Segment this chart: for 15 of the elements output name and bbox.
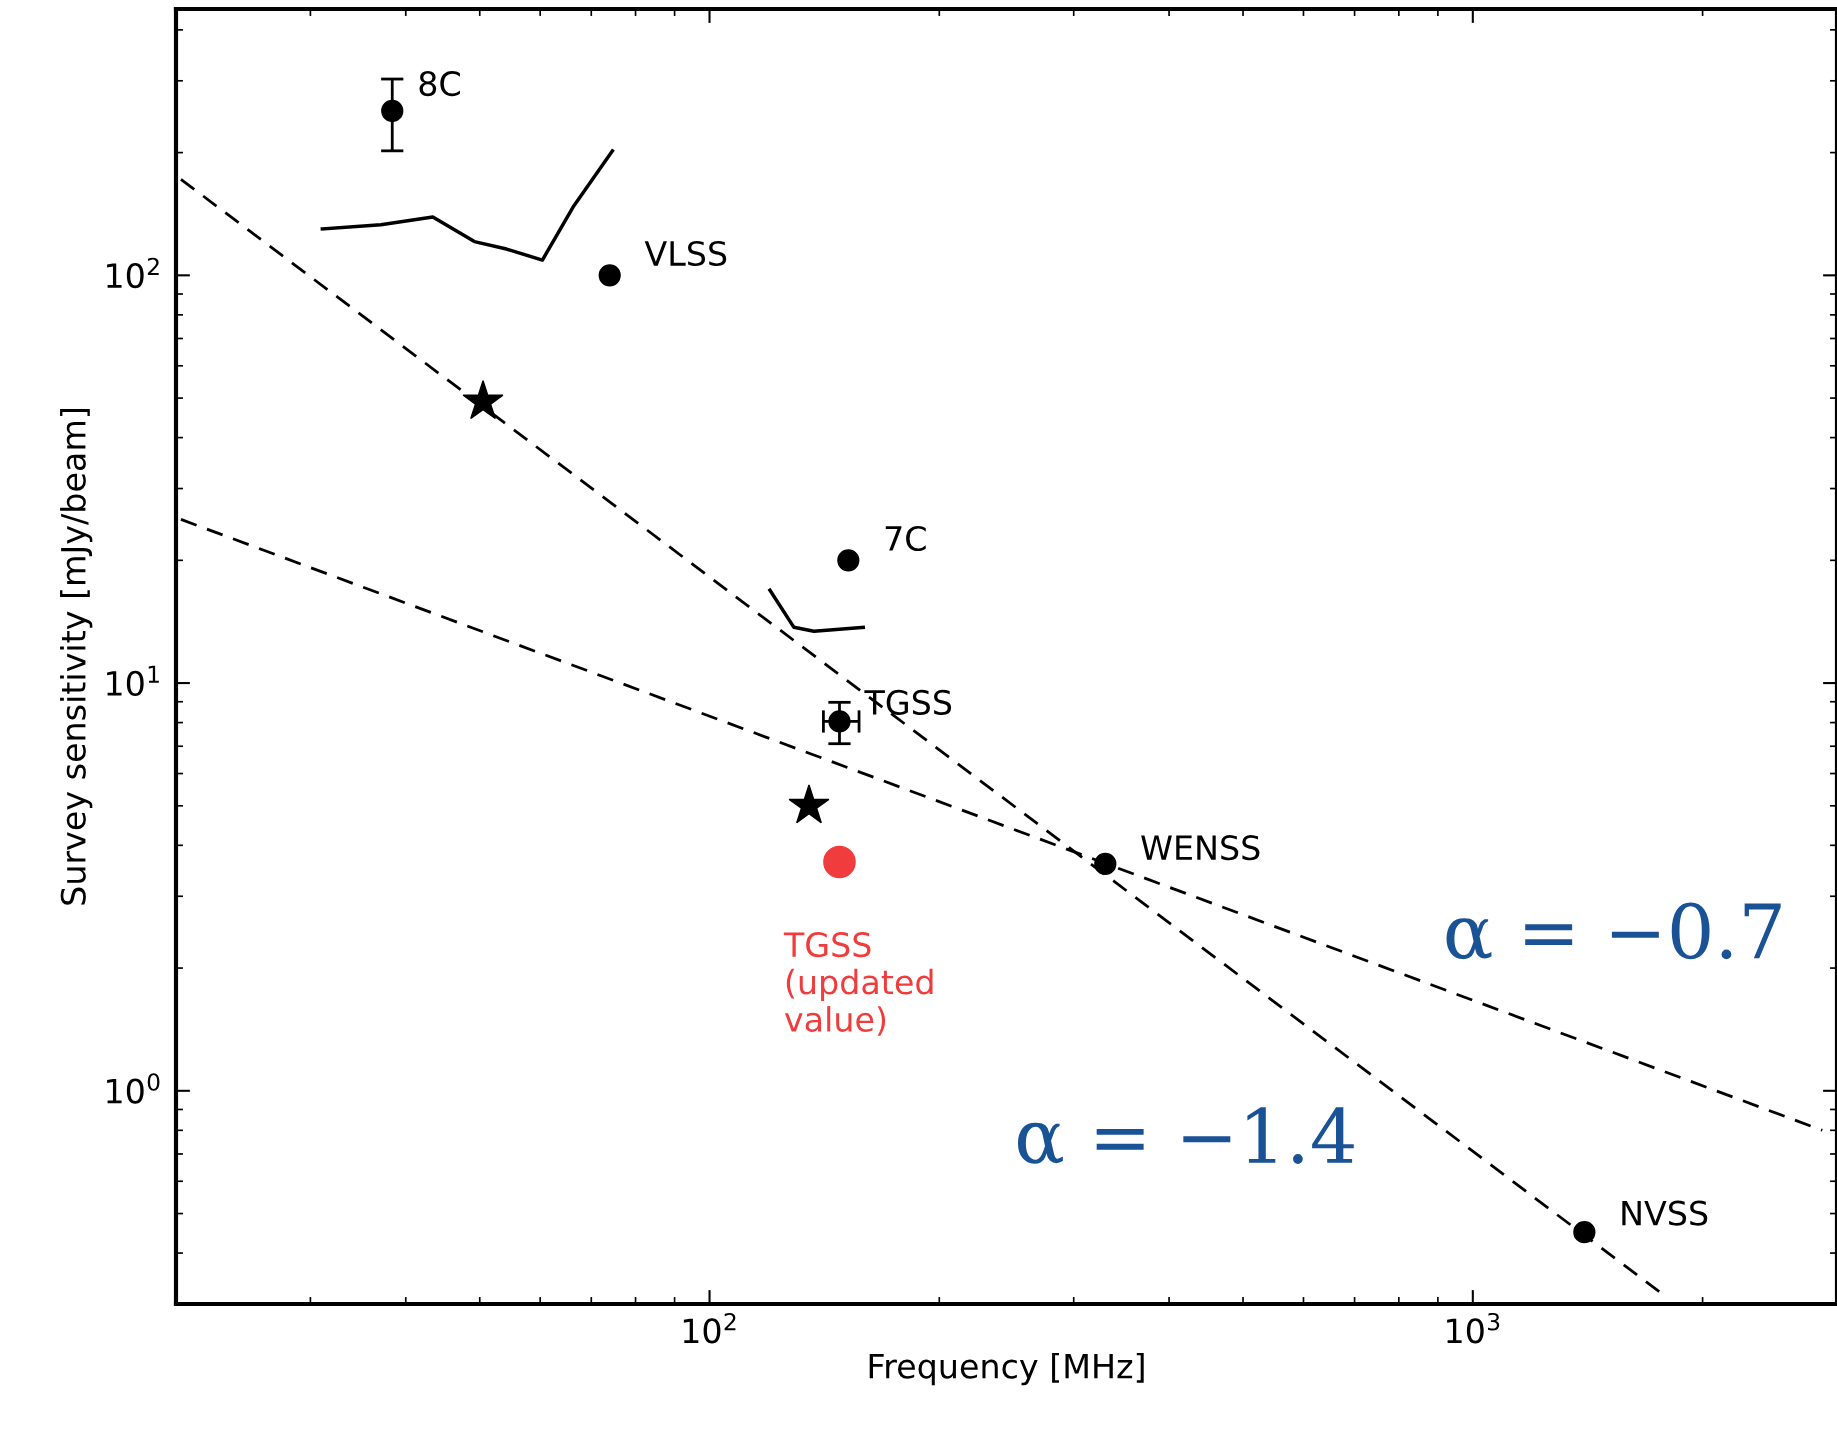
annotation: NVSS <box>1622 1200 1708 1226</box>
x-axis-title: Frequency [MHz] <box>869 1352 1144 1386</box>
y-tick-label: 10$^{1}$ <box>107 665 159 696</box>
y-tick-label: 10$^{2}$ <box>107 257 159 289</box>
annotation: WENSS <box>1141 835 1260 861</box>
annotation: α = −1.4 <box>1017 1107 1354 1164</box>
annotation: α = −0.7 <box>1446 902 1781 960</box>
y-tick-label: 10$^{0}$ <box>107 1073 160 1104</box>
annotation: 7C <box>885 525 926 552</box>
annotation: 8C <box>419 70 460 97</box>
annotation: VLSS <box>644 240 727 267</box>
annotation: TGSS <box>864 689 952 716</box>
y-axis-title: Survey sensitivity [mJy/beam] <box>60 409 93 905</box>
x-tick-label: 10$^{3}$ <box>1447 1312 1500 1344</box>
annotation: TGSS (updated value) <box>783 932 933 1036</box>
